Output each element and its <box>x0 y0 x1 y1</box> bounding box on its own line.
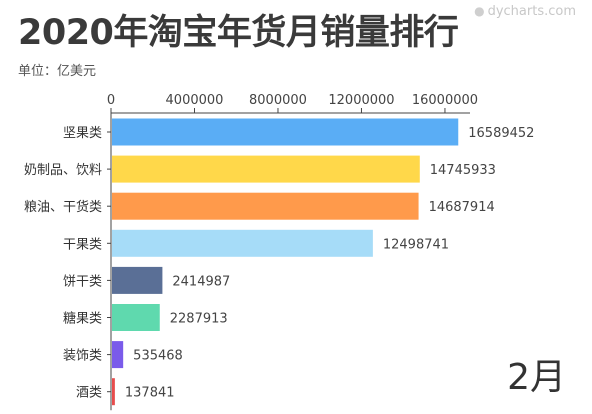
value-label: 535468 <box>133 349 183 364</box>
bar <box>112 341 124 369</box>
watermark-text: dycharts.com <box>487 4 576 19</box>
chart-title: 2020年淘宝年货月销量排行 <box>18 13 459 53</box>
bar <box>112 304 160 331</box>
unit-label: 单位：亿美元 <box>18 64 97 79</box>
x-tick-label: 4000000 <box>166 93 224 108</box>
bar <box>112 155 420 183</box>
category-label: 饼干类 <box>63 274 102 289</box>
category-label: 装饰类 <box>63 349 102 364</box>
value-label: 14745933 <box>430 163 496 178</box>
x-tick-label: 16000000 <box>412 93 478 108</box>
bar <box>112 192 419 220</box>
x-tick-label: 0 <box>107 93 115 108</box>
bar <box>112 266 163 294</box>
category-label: 奶制品、饮料 <box>24 163 102 178</box>
value-label: 14687914 <box>429 200 495 215</box>
watermark-logo: ● dycharts.com <box>474 4 576 19</box>
category-label: 干果类 <box>63 237 102 252</box>
logo-icon: ● <box>474 4 485 18</box>
bar <box>112 118 459 146</box>
category-label: 粮油、干货类 <box>24 199 102 215</box>
x-tick-label: 8000000 <box>249 93 307 108</box>
value-label: 137841 <box>125 386 175 401</box>
x-axis-ticks: 0 4000000 8000000 12000000 16000000 <box>107 93 478 113</box>
value-label: 12498741 <box>383 237 449 252</box>
bar <box>112 229 373 257</box>
bar <box>112 378 115 406</box>
category-label: 坚果类 <box>63 126 102 141</box>
value-labels: 16589452 14745933 14687914 12498741 2414987 2… <box>125 126 535 401</box>
value-label: 2414987 <box>172 274 230 289</box>
period-label: 2月 <box>507 357 566 398</box>
category-label: 酒类 <box>76 386 102 401</box>
bars <box>112 118 459 406</box>
value-label: 16589452 <box>468 126 534 141</box>
x-tick-label: 12000000 <box>328 93 394 108</box>
value-label: 2287913 <box>170 312 228 327</box>
category-label: 糖果类 <box>63 311 102 327</box>
